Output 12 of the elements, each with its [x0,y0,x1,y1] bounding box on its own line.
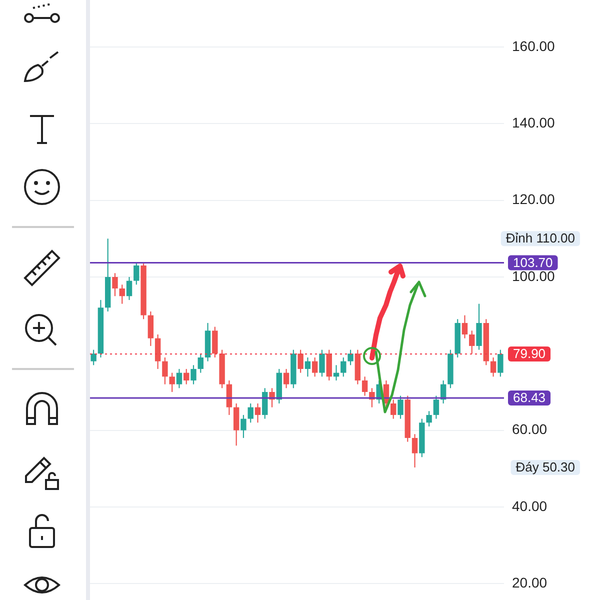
ref-line-label: 103.70 [513,254,553,270]
y-tick-label: 60.00 [512,421,548,438]
ref-line-label: 79.90 [513,346,546,362]
y-tick-label: 120.00 [512,191,556,208]
y-tick-label: 140.00 [512,114,556,131]
text: Đáy 50.30 [516,460,576,475]
y-tick-label: 40.00 [512,498,548,514]
y-tick-label: 160.00 [512,38,556,54]
y-tick-label: 20.00 [512,574,548,590]
ref-line-label: 68.43 [513,390,546,406]
y-tick-label: 100.00 [512,268,556,284]
text: Đỉnh 110.00 [506,230,576,246]
